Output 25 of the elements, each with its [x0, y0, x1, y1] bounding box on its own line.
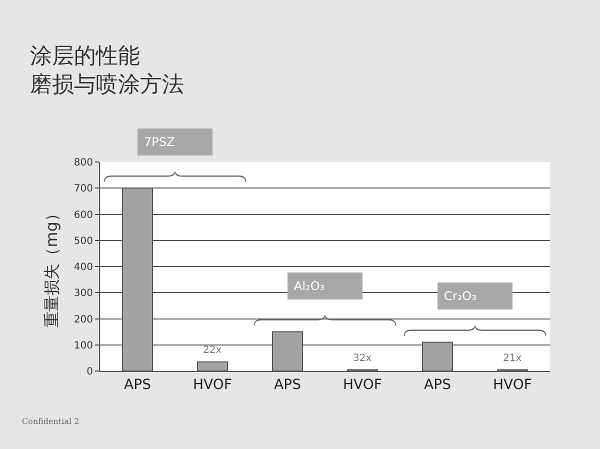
- y-tick-label: 0: [86, 366, 93, 378]
- y-tick-label: 100: [74, 340, 93, 352]
- annotation: 32x: [353, 353, 372, 364]
- y-tick-label: 600: [74, 210, 93, 221]
- x-tick-label: APS: [424, 376, 452, 393]
- y-tick-label: 700: [74, 184, 93, 195]
- y-axis-title: 重量损失（mg）: [42, 206, 61, 328]
- x-tick-label: HVOF: [493, 376, 532, 393]
- annotation: 22x: [203, 345, 222, 356]
- chart-subtitle: 磨损与喷涂方法: [30, 72, 184, 98]
- y-tick-label: 500: [74, 236, 93, 247]
- annotation: 21x: [503, 353, 522, 364]
- annotation: Cr₂O₃: [444, 289, 477, 303]
- x-tick-label: HVOF: [193, 376, 232, 393]
- y-tick-label: 300: [74, 288, 93, 300]
- x-tick-label: HVOF: [343, 376, 382, 393]
- y-tick-label: 800: [74, 158, 93, 168]
- y-tick-label: 400: [74, 262, 93, 273]
- annotation: Al₂O₃: [294, 279, 325, 293]
- chart-title: 涂层的性能: [30, 44, 140, 69]
- x-tick-label: APS: [124, 376, 152, 393]
- text: Confidential 2: [22, 417, 80, 426]
- text: 7PSZ: [144, 135, 175, 149]
- y-tick-label: 200: [74, 314, 93, 326]
- x-tick-label: APS: [274, 376, 302, 393]
